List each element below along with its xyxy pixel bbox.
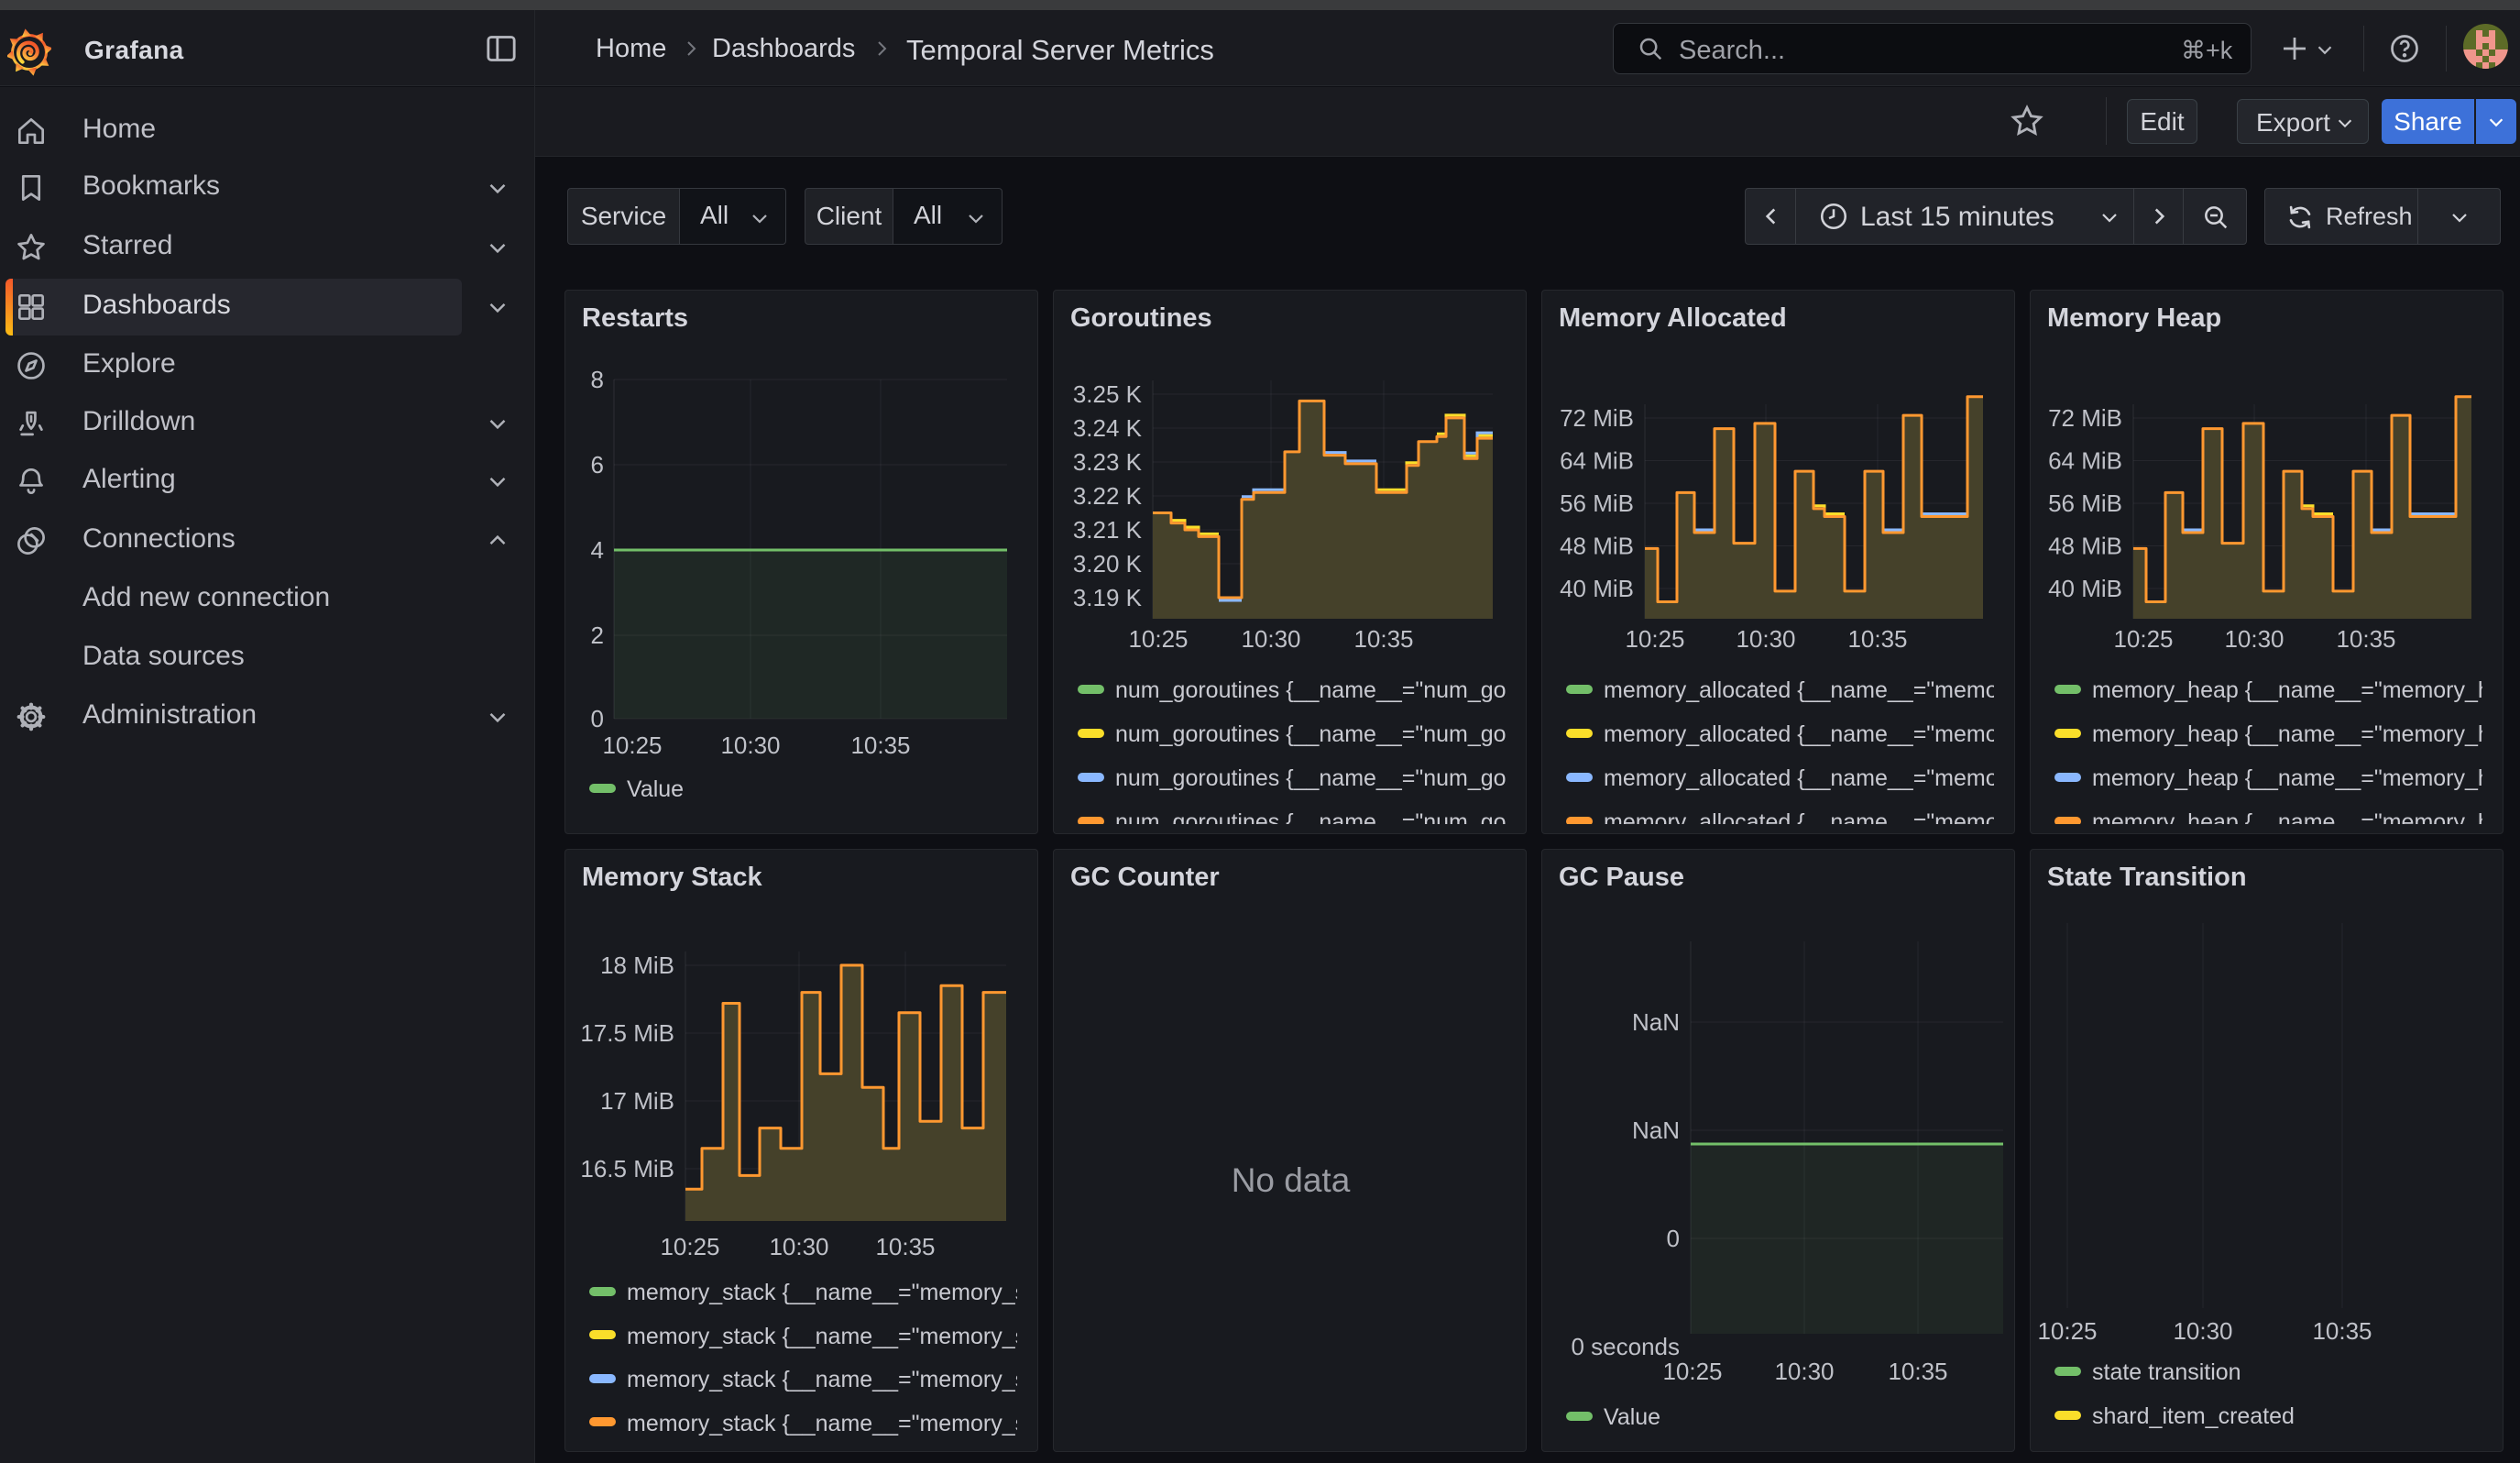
svg-text:10:30: 10:30 — [2173, 1317, 2232, 1345]
svg-text:56 MiB: 56 MiB — [2048, 490, 2122, 517]
svg-text:2: 2 — [591, 622, 604, 649]
svg-text:10:25: 10:25 — [2113, 625, 2173, 653]
svg-text:40 MiB: 40 MiB — [1560, 575, 1634, 602]
svg-text:NaN: NaN — [1632, 1116, 1680, 1144]
svg-text:3.24 K: 3.24 K — [1073, 414, 1143, 442]
svg-text:10:30: 10:30 — [2224, 625, 2284, 653]
svg-text:10:35: 10:35 — [1847, 625, 1907, 653]
svg-text:10:25: 10:25 — [602, 732, 662, 759]
svg-text:3.19 K: 3.19 K — [1073, 584, 1143, 611]
svg-text:17 MiB: 17 MiB — [600, 1087, 674, 1115]
svg-text:18 MiB: 18 MiB — [600, 952, 674, 979]
svg-text:10:30: 10:30 — [1774, 1358, 1834, 1385]
svg-text:10:35: 10:35 — [2336, 625, 2395, 653]
svg-text:6: 6 — [591, 451, 604, 478]
svg-text:16.5 MiB: 16.5 MiB — [580, 1155, 674, 1182]
svg-text:10:30: 10:30 — [1241, 625, 1300, 653]
svg-text:10:30: 10:30 — [1736, 625, 1795, 653]
svg-text:NaN: NaN — [1632, 1008, 1680, 1036]
svg-text:10:35: 10:35 — [1888, 1358, 1947, 1385]
svg-text:10:35: 10:35 — [1353, 625, 1413, 653]
svg-text:10:30: 10:30 — [720, 732, 780, 759]
svg-text:64 MiB: 64 MiB — [2048, 447, 2122, 475]
svg-text:56 MiB: 56 MiB — [1560, 490, 1634, 517]
svg-text:8: 8 — [591, 366, 604, 393]
svg-text:64 MiB: 64 MiB — [1560, 447, 1634, 475]
svg-text:10:35: 10:35 — [850, 732, 910, 759]
svg-text:17.5 MiB: 17.5 MiB — [580, 1019, 674, 1047]
svg-text:0 seconds: 0 seconds — [1571, 1333, 1680, 1360]
svg-text:10:25: 10:25 — [1128, 625, 1188, 653]
svg-text:48 MiB: 48 MiB — [2048, 533, 2122, 560]
svg-text:10:35: 10:35 — [2312, 1317, 2372, 1345]
svg-text:3.25 K: 3.25 K — [1073, 380, 1143, 408]
svg-text:10:25: 10:25 — [2037, 1317, 2097, 1345]
svg-text:10:25: 10:25 — [1662, 1358, 1722, 1385]
svg-text:0: 0 — [1667, 1225, 1680, 1252]
svg-text:40 MiB: 40 MiB — [2048, 575, 2122, 602]
svg-text:10:25: 10:25 — [660, 1233, 719, 1260]
svg-text:48 MiB: 48 MiB — [1560, 533, 1634, 560]
svg-text:3.22 K: 3.22 K — [1073, 482, 1143, 510]
svg-text:10:30: 10:30 — [769, 1233, 828, 1260]
svg-text:3.20 K: 3.20 K — [1073, 550, 1143, 578]
svg-text:3.21 K: 3.21 K — [1073, 516, 1143, 544]
svg-text:10:25: 10:25 — [1625, 625, 1684, 653]
svg-text:0: 0 — [591, 705, 604, 732]
svg-text:3.23 K: 3.23 K — [1073, 448, 1143, 476]
svg-text:10:35: 10:35 — [875, 1233, 935, 1260]
svg-text:72 MiB: 72 MiB — [2048, 404, 2122, 432]
svg-text:72 MiB: 72 MiB — [1560, 404, 1634, 432]
svg-text:4: 4 — [591, 536, 604, 564]
